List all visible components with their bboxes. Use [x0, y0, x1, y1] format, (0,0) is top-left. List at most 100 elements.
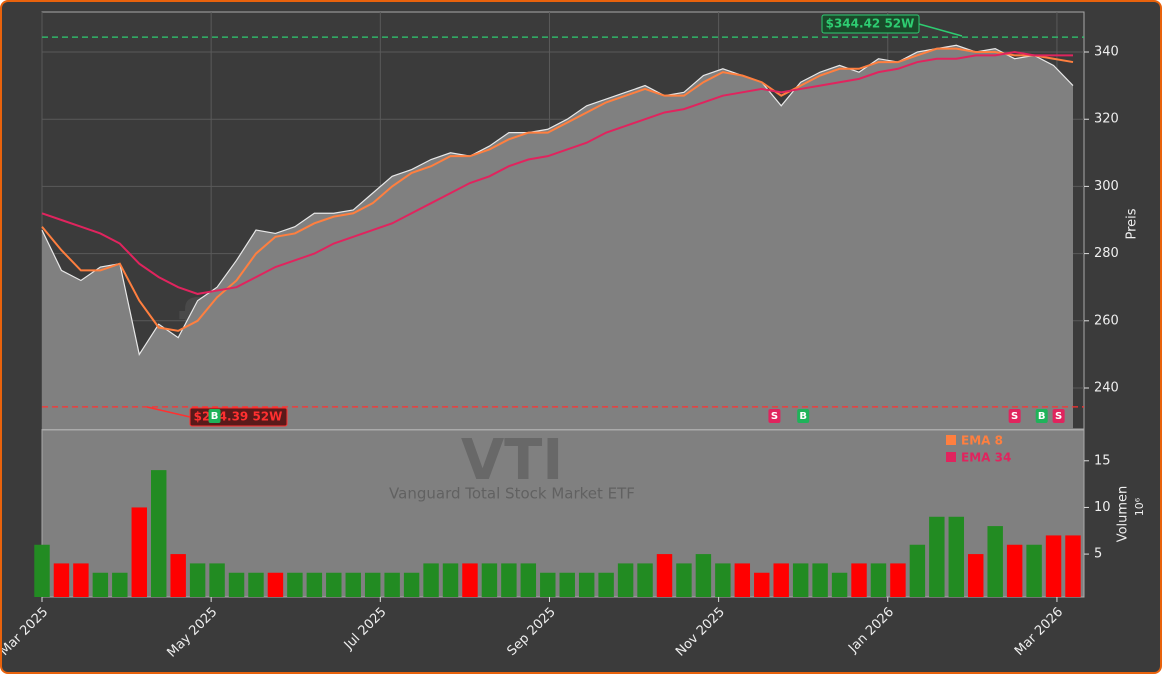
- volume-bar: [442, 563, 459, 597]
- legend-label: EMA 34: [961, 451, 1011, 465]
- price-area: [42, 45, 1074, 429]
- volume-bar: [267, 572, 284, 597]
- y-tick-label: 320: [1094, 112, 1119, 127]
- volume-bar: [656, 554, 673, 597]
- volume-bar: [617, 563, 634, 597]
- y-axis-offset: 10⁶: [1133, 497, 1146, 516]
- y-axis-label: Preis: [1125, 208, 1140, 239]
- volume-bar: [364, 572, 381, 597]
- volume-bar: [812, 563, 828, 597]
- volume-bar: [481, 563, 498, 597]
- watermark-ticker: VTI: [461, 428, 563, 493]
- y-axis-label: Volumen: [1116, 486, 1131, 543]
- ema-line: [41, 50, 1073, 295]
- signal-label: S: [771, 411, 778, 422]
- volume-bar: [53, 563, 70, 597]
- volume-bar: [929, 516, 945, 597]
- volume-bar: [851, 563, 867, 597]
- x-tick-label: Mar 2025: [2, 605, 51, 659]
- volume-bar: [501, 563, 517, 597]
- y-tick-label: 15: [1094, 453, 1111, 468]
- volume-bar: [170, 554, 186, 597]
- signal-marker: [1035, 409, 1048, 423]
- volume-bar: [287, 572, 303, 597]
- annotation-arrow: [146, 406, 191, 418]
- volume-bar: [462, 563, 478, 597]
- x-tick-label: Mar 2026: [1012, 605, 1066, 659]
- signal-label: B: [799, 411, 807, 422]
- volume-bar: [92, 572, 109, 597]
- y-tick-label: 5: [1094, 547, 1102, 562]
- volume-bar: [306, 572, 323, 597]
- volume-bar: [34, 544, 50, 597]
- volume-bar: [131, 507, 147, 597]
- legend-swatch: [946, 435, 956, 445]
- x-tick-label: Sep 2025: [505, 605, 559, 659]
- y-tick-label: 260: [1094, 313, 1119, 328]
- volume-bar: [189, 563, 206, 597]
- volume-bar: [423, 563, 439, 597]
- volume-bar: [150, 470, 167, 597]
- volume-bar: [792, 563, 809, 597]
- volume-bar: [73, 563, 89, 597]
- x-tick-label: Jul 2025: [341, 605, 390, 654]
- signal-label: B: [1038, 411, 1046, 422]
- volume-bar: [695, 554, 712, 597]
- y-tick-label: 300: [1094, 179, 1119, 194]
- volume-bar: [948, 516, 965, 597]
- volume-bar: [773, 563, 789, 597]
- volume-bar: [559, 572, 575, 597]
- volume-bar: [228, 572, 245, 597]
- volume-bar: [831, 572, 848, 597]
- volume-bar: [987, 526, 1003, 597]
- signal-label: S: [1011, 411, 1018, 422]
- volume-bar: [968, 554, 984, 597]
- volume-bar: [1065, 535, 1081, 597]
- y-tick-label: 340: [1094, 44, 1119, 59]
- signal-marker: [768, 409, 781, 423]
- annotation-label: $344.42 52W: [826, 17, 915, 31]
- annotation-label: $234.39 52W: [194, 410, 283, 424]
- signal-marker: [797, 409, 810, 423]
- signal-marker: [1052, 409, 1065, 423]
- signal-marker: [208, 409, 221, 423]
- volume-bar: [209, 563, 225, 597]
- signal-label: S: [1055, 411, 1062, 422]
- volume-bar: [520, 563, 537, 597]
- y-tick-label: 280: [1094, 246, 1119, 261]
- y-tick-label: 10: [1094, 500, 1111, 515]
- x-tick-label: Jan 2026: [845, 605, 897, 657]
- volume-bar: [890, 563, 906, 597]
- volume-bar: [909, 544, 926, 597]
- volume-bar: [248, 572, 264, 597]
- x-tick-label: Nov 2025: [673, 605, 728, 660]
- volume-bar: [598, 572, 614, 597]
- volume-bar: [870, 563, 887, 597]
- volume-bar: [734, 563, 751, 597]
- legend-swatch: [946, 452, 956, 462]
- volume-bar: [754, 572, 770, 597]
- x-tick-label: May 2025: [165, 605, 221, 661]
- volume-bar: [112, 572, 128, 597]
- watermark-subtitle: Vanguard Total Stock Market ETF: [389, 485, 635, 503]
- signal-label: B: [211, 411, 219, 422]
- volume-bar: [384, 572, 400, 597]
- volume-bar: [637, 563, 653, 597]
- volume-bar: [403, 572, 420, 597]
- volume-bar: [345, 572, 361, 597]
- ema-line: [41, 47, 1074, 332]
- volume-bar: [715, 563, 731, 597]
- volume-bar: [1026, 544, 1042, 597]
- volume-bar: [540, 572, 556, 597]
- legend-label: EMA 8: [961, 434, 1003, 448]
- annotation-arrow: [918, 23, 963, 37]
- volume-bar: [578, 572, 595, 597]
- volume-bar: [326, 572, 342, 597]
- volume-bar: [1006, 544, 1023, 597]
- y-tick-label: 240: [1094, 381, 1119, 396]
- volume-bar: [1045, 535, 1062, 597]
- annotation-box: [821, 14, 920, 34]
- signal-marker: [1008, 409, 1021, 423]
